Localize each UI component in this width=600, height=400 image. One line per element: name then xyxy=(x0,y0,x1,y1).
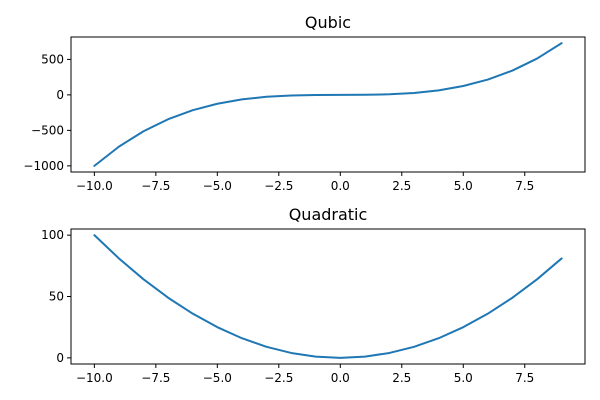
qubic-series-line xyxy=(93,42,563,167)
quadratic-y-tick-label: 100 xyxy=(41,228,64,242)
qubic-x-tick-label: −7.5 xyxy=(141,179,170,193)
quadratic-title: Quadratic xyxy=(289,205,368,224)
quadratic-x-tick-label: −5.0 xyxy=(203,371,232,385)
quadratic-series-line xyxy=(93,234,563,359)
chart-qubic: Qubic −10.0 −7.5 −5.0 −2.5 0.0 2.5 5.0 7.5 −1000 −… xyxy=(23,13,586,193)
qubic-x-tick-label: −5.0 xyxy=(203,179,232,193)
chart-quadratic: Quadratic −10.0 −7.5 −5.0 −2.5 0.0 2.5 5.0 7.5 0 5… xyxy=(41,205,586,385)
qubic-y-tick-label: −1000 xyxy=(23,159,64,173)
qubic-x-tick-label: 0.0 xyxy=(331,179,350,193)
quadratic-y-tick-label: 50 xyxy=(49,290,64,304)
quadratic-y-tick-label: 0 xyxy=(56,351,64,365)
quadratic-axes-frame xyxy=(70,228,586,365)
quadratic-x-tick-label: −10.0 xyxy=(76,371,113,385)
quadratic-x-tick-label: 0.0 xyxy=(331,371,350,385)
qubic-x-tick-label: −10.0 xyxy=(76,179,113,193)
qubic-x-tick-label: −2.5 xyxy=(264,179,293,193)
qubic-axes-frame xyxy=(70,36,586,173)
quadratic-x-tick-label: −7.5 xyxy=(141,371,170,385)
quadratic-x-tick-label: 2.5 xyxy=(392,371,411,385)
qubic-y-tick-label: −500 xyxy=(31,123,64,137)
quadratic-x-tick-label: 5.0 xyxy=(454,371,473,385)
qubic-x-tick-label: 5.0 xyxy=(454,179,473,193)
quadratic-x-tick-label: 7.5 xyxy=(515,371,534,385)
qubic-x-tick-label: 7.5 xyxy=(515,179,534,193)
qubic-y-tick-label: 0 xyxy=(56,88,64,102)
quadratic-x-tick-label: −2.5 xyxy=(264,371,293,385)
qubic-x-tick-label: 2.5 xyxy=(392,179,411,193)
qubic-y-tick-label: 500 xyxy=(41,52,64,66)
qubic-title: Qubic xyxy=(305,13,351,32)
